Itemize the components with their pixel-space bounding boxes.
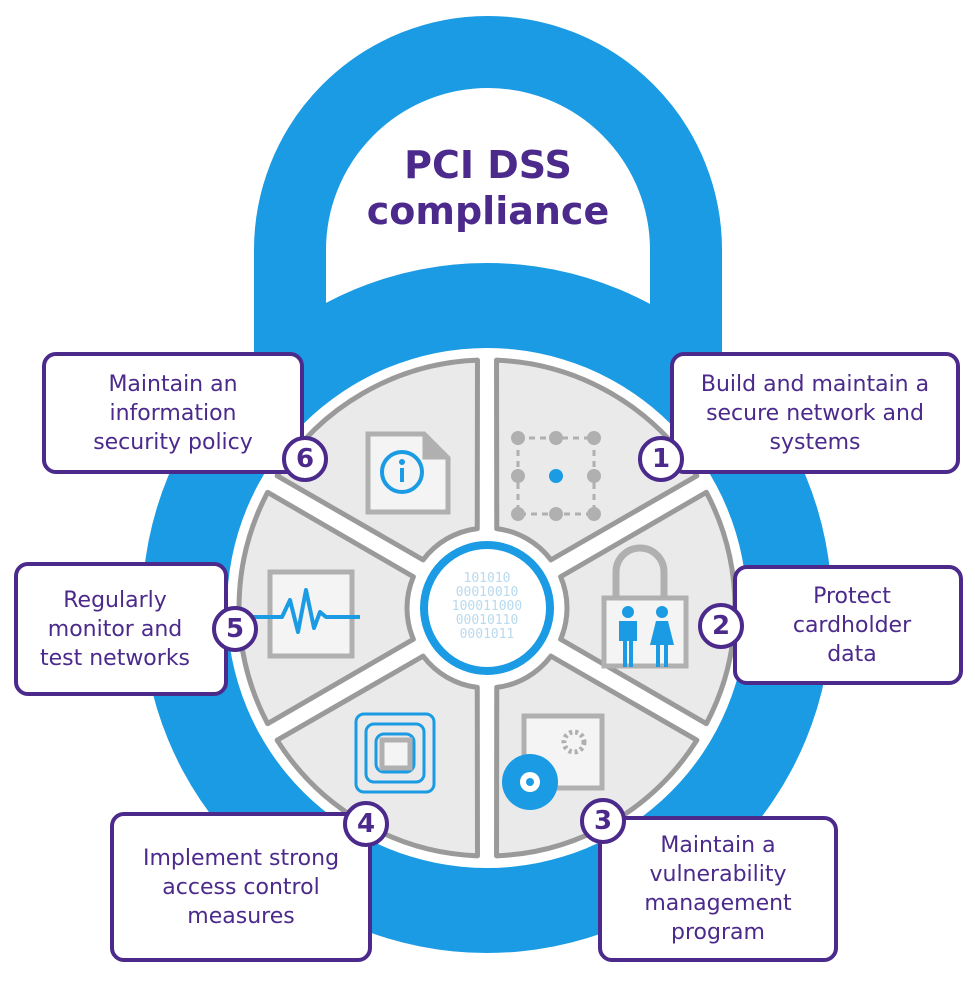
network-nodes-icon [511,431,601,521]
requirement-1-box: Build and maintain a secure network and … [670,352,960,474]
hub-binary-line: 0001011 [460,627,515,642]
title-line-1: PCI DSS [404,143,572,187]
requirement-5-box: Regularly monitor and test networks [14,562,228,696]
requirement-3-badge: 3 [580,798,626,844]
requirement-5-label: Regularly monitor and test networks [39,587,191,671]
padlock-shackle [254,16,722,360]
requirement-6-box: Maintain an information security policy [42,352,304,474]
hub-binary-line: 00010110 [456,613,519,628]
requirement-4-label: Implement strong access control measures [142,845,340,929]
info-document-icon [365,431,451,515]
requirement-4-badge: 4 [343,801,389,847]
requirement-6-badge: 6 [282,436,328,482]
padlock-people-icon [601,544,689,669]
hub-binary-line: 100011000 [452,599,522,614]
requirement-3-box: Maintain a vulnerability management prog… [598,816,838,962]
hub-ring [420,541,554,675]
hub-binary-line: 00010010 [456,585,519,600]
requirement-1-label: Build and maintain a secure network and … [700,371,930,455]
requirement-5-badge: 5 [212,606,258,652]
requirement-2-box: Protect cardholder data [733,565,963,685]
hub-binary-line: 101010 [464,571,511,586]
requirement-2-badge: 2 [698,603,744,649]
pulse-monitor-icon [240,569,360,659]
requirement-1-badge: 1 [638,436,684,482]
diagram-title: PCI DSS compliance [318,142,658,234]
title-line-2: compliance [366,189,610,233]
requirement-6-label: Maintain an information security policy [93,371,253,455]
layered-squares-icon [354,712,436,794]
requirement-2-label: Protect cardholder data [792,583,912,667]
requirement-3-label: Maintain a vulnerability management prog… [644,833,792,945]
disc-gear-icon [502,713,605,810]
requirement-4-box: Implement strong access control measures [110,812,372,962]
